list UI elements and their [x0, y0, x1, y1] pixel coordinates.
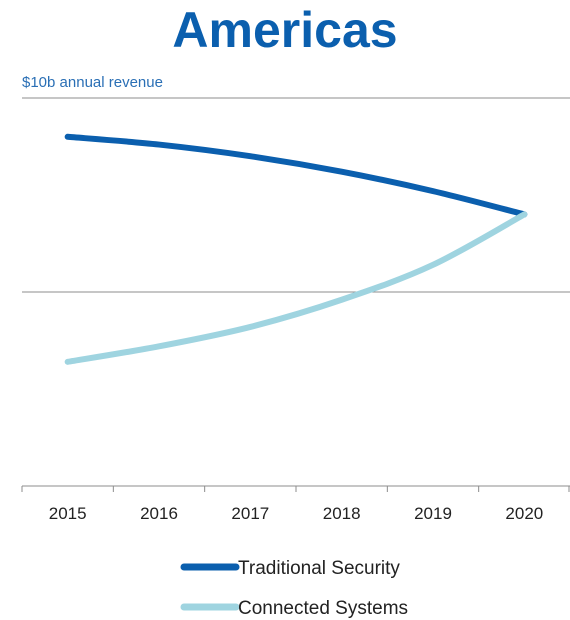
y-axis-label: $10b annual revenue — [22, 74, 163, 91]
legend-label: Connected Systems — [238, 598, 408, 619]
legend-label: Traditional Security — [238, 558, 400, 579]
x-tick-label: 2020 — [505, 504, 543, 523]
x-tick-labels: 2015 2016 2017 2018 2019 2020 — [49, 504, 543, 523]
series-line-1 — [64, 211, 528, 365]
x-tick-label: 2019 — [414, 504, 452, 523]
series-lines — [64, 133, 528, 365]
legend: Traditional Security Connected Systems — [180, 558, 408, 619]
gridlines — [22, 97, 570, 293]
series-line-0 — [64, 133, 528, 218]
x-tick-label: 2017 — [231, 504, 269, 523]
x-axis — [21, 485, 570, 492]
chart-title: Americas — [172, 2, 398, 58]
x-tick-label: 2015 — [49, 504, 87, 523]
x-tick-label: 2016 — [140, 504, 178, 523]
x-tick-label: 2018 — [323, 504, 361, 523]
